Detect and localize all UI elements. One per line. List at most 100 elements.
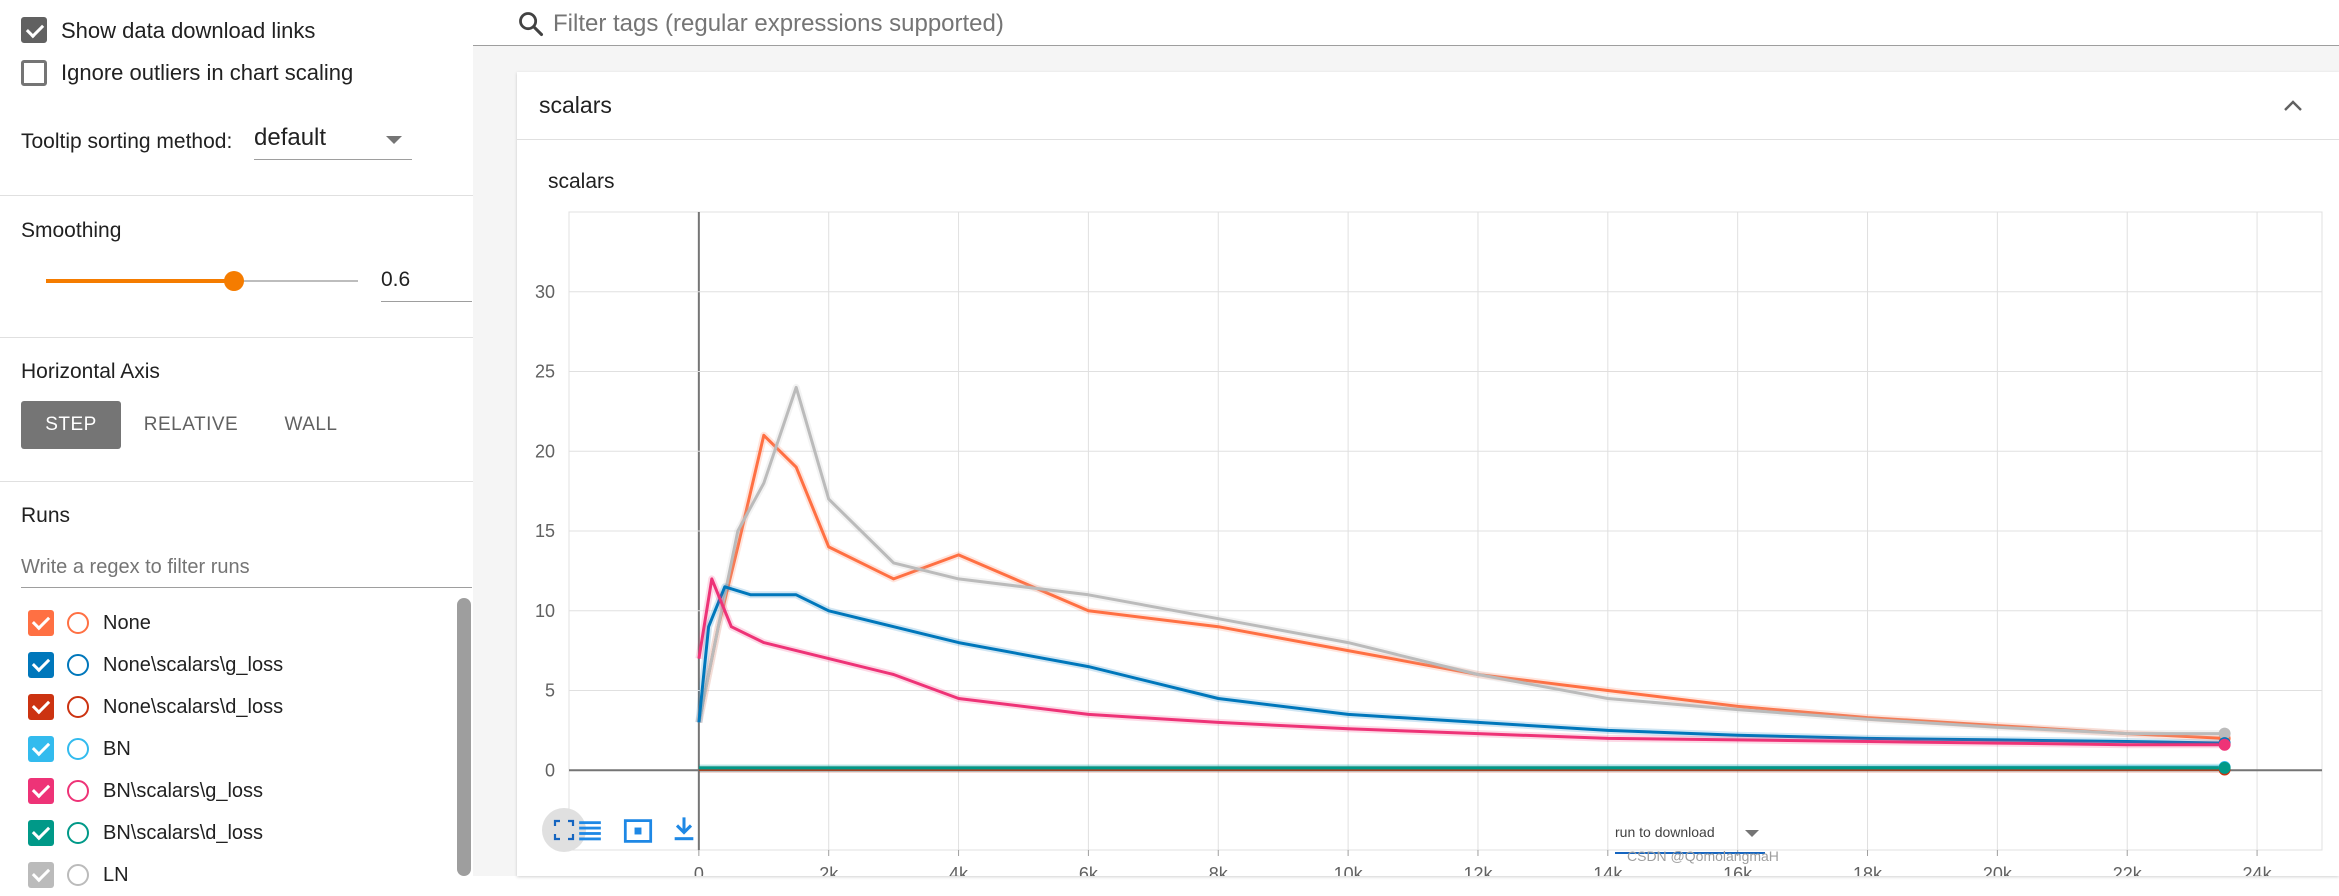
smoothing-slider-track[interactable] <box>46 271 358 291</box>
x-tick-label: 2k <box>819 864 839 876</box>
search-icon <box>519 12 544 37</box>
tooltip-sorting-label: Tooltip sorting method: <box>21 130 233 153</box>
run-label: None\scalars\d_loss <box>103 696 284 718</box>
show-download-links-label: Show data download links <box>61 18 316 43</box>
runs-label: Runs <box>21 504 71 527</box>
tooltip-sorting-value: default <box>254 124 327 151</box>
x-tick-label: 16k <box>1723 864 1753 876</box>
run-to-download-select[interactable]: run to download <box>1615 820 1765 854</box>
run-label: BN\scalars\g_loss <box>103 780 264 802</box>
section-header[interactable]: scalars <box>517 72 2339 140</box>
dropdown-arrow-icon <box>386 136 402 144</box>
x-tick-label: 12k <box>1463 864 1493 876</box>
run-label: BN\scalars\d_loss <box>103 822 264 844</box>
series-end-marker <box>2218 761 2231 774</box>
runs-filter-input[interactable]: Write a regex to filter runs <box>21 550 472 588</box>
smoothing-value: 0.6 <box>381 268 411 291</box>
series-end-marker <box>2218 727 2231 740</box>
axis-wall-button[interactable]: WALL <box>284 414 338 435</box>
show-download-links-checkbox[interactable] <box>21 17 47 43</box>
run-color-circle-icon[interactable] <box>67 780 89 802</box>
series-line <box>697 577 2225 747</box>
run-checkbox[interactable] <box>28 610 54 636</box>
run-color-circle-icon[interactable] <box>67 654 89 676</box>
line-chart[interactable]: 0 2k 4k 6k 8k 10k 12k 14k 16k 18k 20k 22k 24k 0 5 10 15 2… <box>517 202 2339 876</box>
series-line <box>697 433 2225 740</box>
main-panel: Filter tags (regular expressions support… <box>473 0 2339 876</box>
x-tick-label: 6k <box>1079 864 1099 876</box>
scalars-section-card: scalars scalars 0 2k 4k 6k 8k 10k 12k 14k 16k 18k… <box>517 72 2339 876</box>
x-tick-label: 14k <box>1593 864 1623 876</box>
run-item[interactable]: BN <box>0 732 455 770</box>
section-title: scalars <box>539 92 612 118</box>
chart-grid <box>568 211 2323 851</box>
smoothing-label: Smoothing <box>21 219 122 242</box>
divider <box>0 481 473 482</box>
run-label: None <box>103 612 151 634</box>
y-tick-label: 10 <box>535 601 555 621</box>
y-tick-label: 15 <box>535 521 555 541</box>
series-line <box>697 585 2225 745</box>
smoothing-slider-fill <box>46 279 233 283</box>
axis-step-button[interactable]: STEP <box>21 401 121 449</box>
x-tick-label: 18k <box>1853 864 1883 876</box>
x-tick-label: 22k <box>2113 864 2143 876</box>
run-label: BN <box>103 738 131 760</box>
chevron-up-icon[interactable] <box>2281 94 2305 118</box>
chart-series <box>695 383 2225 773</box>
horizontal-axis-label: Horizontal Axis <box>21 360 160 383</box>
run-to-download-label: run to download <box>1615 824 1715 840</box>
series-raw-line <box>695 383 2225 738</box>
series-end-marker <box>2218 738 2231 751</box>
y-tick-label: 25 <box>535 362 555 382</box>
toggle-y-log-icon[interactable] <box>576 818 604 844</box>
run-label: None\scalars\g_loss <box>103 654 284 676</box>
x-tick-label: 10k <box>1334 864 1364 876</box>
run-checkbox[interactable] <box>28 862 54 888</box>
run-item[interactable]: None <box>0 606 455 644</box>
divider <box>0 195 473 196</box>
run-color-circle-icon[interactable] <box>67 612 89 634</box>
runs-scrollbar[interactable] <box>457 598 471 876</box>
run-checkbox[interactable] <box>28 778 54 804</box>
run-color-circle-icon[interactable] <box>67 822 89 844</box>
run-item[interactable]: LN <box>0 858 455 896</box>
run-checkbox[interactable] <box>28 820 54 846</box>
select-region-icon[interactable] <box>623 818 653 844</box>
download-icon[interactable] <box>670 814 698 844</box>
chart-ticks: 0 2k 4k 6k 8k 10k 12k 14k 16k 18k 20k 22k 24k 0 5 10 15 2… <box>535 282 2273 876</box>
run-checkbox[interactable] <box>28 652 54 678</box>
fit-domain-button[interactable] <box>542 808 586 852</box>
smoothing-value-input[interactable]: 0.6 <box>381 262 472 302</box>
tag-filter-bar[interactable]: Filter tags (regular expressions support… <box>473 0 2339 46</box>
x-tick-label: 24k <box>2243 864 2273 876</box>
smoothing-slider-thumb[interactable] <box>224 271 244 291</box>
chart-title: scalars <box>548 170 615 193</box>
runs-filter-placeholder: Write a regex to filter runs <box>21 556 250 578</box>
y-tick-label: 5 <box>545 681 555 701</box>
run-checkbox[interactable] <box>28 736 54 762</box>
x-tick-label: 0 <box>694 864 704 876</box>
run-color-circle-icon[interactable] <box>67 738 89 760</box>
ignore-outliers-checkbox[interactable] <box>21 60 47 86</box>
run-item[interactable]: BN\scalars\g_loss <box>0 774 455 812</box>
run-checkbox[interactable] <box>28 694 54 720</box>
tag-filter-placeholder: Filter tags (regular expressions support… <box>553 10 1004 37</box>
run-item[interactable]: BN\scalars\d_loss <box>0 816 455 854</box>
ignore-outliers-label: Ignore outliers in chart scaling <box>61 60 354 85</box>
divider <box>0 337 473 338</box>
run-color-circle-icon[interactable] <box>67 696 89 718</box>
y-tick-label: 20 <box>535 441 555 461</box>
y-tick-label: 30 <box>535 282 555 302</box>
series-raw-line <box>695 431 2225 742</box>
x-tick-label: 8k <box>1209 864 1229 876</box>
run-color-circle-icon[interactable] <box>67 864 89 886</box>
axis-relative-button[interactable]: RELATIVE <box>143 414 239 435</box>
x-tick-label: 20k <box>1983 864 2013 876</box>
run-item[interactable]: None\scalars\g_loss <box>0 648 455 686</box>
x-tick-label: 4k <box>949 864 969 876</box>
chart-end-markers <box>2218 727 2231 776</box>
run-item[interactable]: None\scalars\d_loss <box>0 690 455 728</box>
watermark: CSDN @QomolangmaH <box>1627 848 1779 864</box>
tooltip-sorting-select[interactable]: default <box>254 122 412 160</box>
